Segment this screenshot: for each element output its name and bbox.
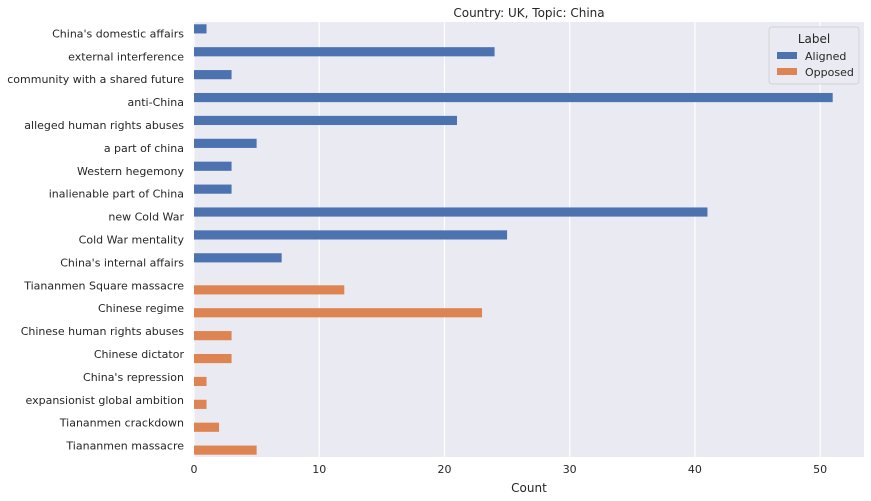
x-tick-label: 40 (688, 463, 702, 476)
x-tick-label: 50 (813, 463, 827, 476)
legend: Label Aligned Opposed (768, 26, 860, 85)
bar-opposed (194, 308, 483, 318)
y-tick-label: community with a shared future (7, 73, 184, 86)
bar-aligned (194, 115, 457, 126)
x-tick-label: 10 (312, 463, 326, 476)
x-axis-label: Count (511, 481, 547, 495)
y-tick-label: China's domestic affairs (52, 27, 184, 40)
legend-label-aligned: Aligned (805, 50, 846, 63)
bar-aligned (194, 207, 708, 217)
y-tick-label: Chinese dictator (94, 348, 185, 361)
bar-aligned (194, 24, 207, 34)
y-tick-label: Western hegemony (77, 165, 185, 178)
y-tick-label: a part of china (104, 142, 184, 155)
legend-label-opposed: Opposed (805, 66, 854, 79)
y-tick-label: alleged human rights abuses (24, 119, 184, 132)
bar-aligned (194, 47, 495, 57)
x-tick-labels: 0 10 20 30 40 50 (191, 463, 828, 476)
bar-opposed (194, 285, 345, 295)
bars (194, 24, 833, 455)
bar-opposed (194, 376, 207, 387)
bar-aligned (194, 253, 282, 263)
bar-aligned (194, 70, 232, 80)
y-tick-label: Cold War mentality (79, 234, 185, 247)
y-tick-label: Tiananmen Square massacre (23, 279, 184, 292)
y-tick-labels: China's domestic affairs external interfe… (7, 27, 184, 452)
bar-opposed (194, 422, 220, 432)
bar-opposed (194, 445, 257, 455)
y-tick-label: Tiananmen massacre (65, 440, 184, 453)
bar-aligned (194, 230, 508, 240)
y-tick-label: Tiananmen crackdown (59, 417, 184, 430)
y-tick-label: expansionist global ambition (26, 394, 185, 407)
y-tick-label: new Cold War (108, 211, 184, 224)
y-tick-label: Chinese regime (98, 302, 184, 315)
bar-opposed (194, 399, 207, 409)
legend-title: Label (798, 32, 830, 46)
legend-swatch-aligned (777, 52, 797, 59)
legend-swatch-opposed (777, 68, 797, 75)
chart-title: Country: UK, Topic: China (453, 6, 604, 20)
x-tick-label: 20 (437, 463, 451, 476)
bar-aligned (194, 92, 833, 103)
y-tick-label: Chinese human rights abuses (21, 325, 185, 338)
bar-aligned (194, 138, 257, 148)
bar-opposed (194, 353, 232, 364)
x-tick-label: 0 (191, 463, 198, 476)
y-tick-label: external interference (68, 50, 184, 63)
y-tick-label: China's internal affairs (60, 256, 184, 269)
bar-aligned (194, 161, 232, 171)
x-tick-label: 30 (563, 463, 577, 476)
y-tick-label: China's repression (83, 371, 184, 384)
bar-aligned (194, 184, 232, 194)
y-tick-label: inalienable part of China (49, 188, 184, 201)
bar-opposed (194, 331, 232, 341)
y-tick-label: anti-China (128, 96, 184, 109)
